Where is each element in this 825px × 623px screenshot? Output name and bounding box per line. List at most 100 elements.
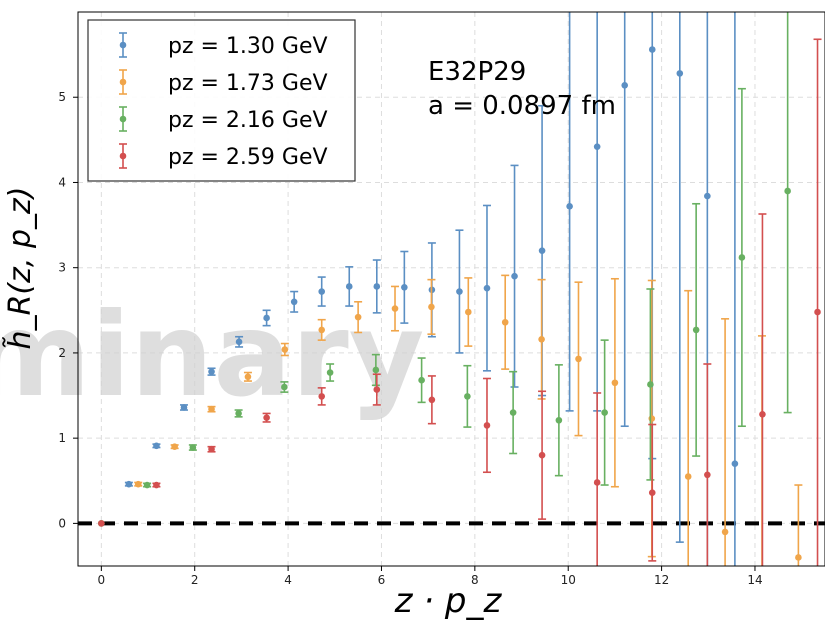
legend: pz = 1.30 GeV pz = 1.73 GeV pz = 2.16 GeV p… xyxy=(87,19,356,182)
data-point xyxy=(464,393,471,400)
legend-box xyxy=(87,19,356,182)
data-point xyxy=(538,247,546,254)
y-tick-label: 2 xyxy=(58,346,66,360)
data-point xyxy=(373,386,381,393)
data-point xyxy=(326,369,334,376)
x-tick-label: 14 xyxy=(747,573,762,587)
data-point xyxy=(647,381,654,388)
legend-label: pz = 1.30 GeV xyxy=(168,34,328,59)
data-point xyxy=(555,416,563,424)
data-point xyxy=(235,410,242,417)
data-point xyxy=(593,143,601,150)
data-point xyxy=(759,410,766,418)
data-point xyxy=(692,326,700,334)
data-point xyxy=(428,303,435,311)
data-point xyxy=(244,373,252,381)
data-point xyxy=(465,308,472,316)
data-point xyxy=(391,305,399,312)
x-tick-label: 2 xyxy=(191,573,199,587)
y-tick-label: 5 xyxy=(58,90,66,104)
data-point xyxy=(621,81,629,89)
data-point xyxy=(208,368,215,375)
data-point xyxy=(373,283,381,290)
data-point xyxy=(372,366,380,374)
data-point xyxy=(171,443,178,450)
legend-entry-1: pz = 1.30 GeV xyxy=(119,32,328,59)
data-point xyxy=(290,298,298,306)
data-point xyxy=(704,471,711,479)
plot-frame xyxy=(77,11,825,567)
data-point xyxy=(281,383,288,391)
data-point xyxy=(648,489,656,497)
data-point xyxy=(509,409,517,416)
data-point xyxy=(738,254,746,261)
data-point xyxy=(483,422,491,429)
series-2 xyxy=(98,274,803,566)
data-point xyxy=(648,46,656,53)
data-point xyxy=(208,445,215,453)
data-point xyxy=(153,481,160,489)
y-tick-label: 4 xyxy=(58,175,66,189)
data-point xyxy=(684,473,692,480)
x-tick-label: 0 xyxy=(98,573,106,587)
data-point xyxy=(318,288,326,295)
data-point xyxy=(235,338,243,346)
data-point xyxy=(401,283,408,291)
data-point xyxy=(143,481,151,489)
data-point xyxy=(318,393,326,400)
x-tick-label: 4 xyxy=(284,573,292,587)
data-point xyxy=(601,409,608,416)
data-point xyxy=(263,314,270,322)
data-point xyxy=(483,284,491,292)
data-point xyxy=(501,318,509,326)
y-axis-label: h̃_R(z, p_z) xyxy=(3,187,38,350)
y-tick-label: 1 xyxy=(58,431,66,445)
data-point xyxy=(98,520,105,527)
data-point xyxy=(281,346,289,353)
x-tick-label: 12 xyxy=(654,573,669,587)
data-point xyxy=(318,326,326,334)
data-point xyxy=(721,528,729,536)
x-axis-label: z · p_z xyxy=(394,581,503,621)
series-4 xyxy=(98,38,822,566)
data-point xyxy=(418,376,425,384)
data-point xyxy=(566,203,573,210)
legend-label: pz = 1.73 GeV xyxy=(168,71,328,96)
data-point xyxy=(731,460,739,468)
data-point xyxy=(180,404,188,411)
series-layer xyxy=(98,12,822,566)
legend-marker xyxy=(119,41,127,49)
data-point xyxy=(611,379,619,387)
data-point xyxy=(354,313,362,321)
series-3 xyxy=(98,12,792,527)
data-point xyxy=(263,414,270,421)
annotation-lattice-spacing: a = 0.0897 fm xyxy=(428,91,616,121)
data-point xyxy=(648,415,656,422)
legend-marker xyxy=(119,115,127,123)
data-point xyxy=(511,272,518,280)
data-point xyxy=(538,335,545,343)
x-tick-label: 10 xyxy=(561,573,576,587)
data-point xyxy=(593,479,601,486)
data-point xyxy=(208,405,215,413)
legend-entry-2: pz = 1.73 GeV xyxy=(119,69,328,96)
legend-label: pz = 2.16 GeV xyxy=(168,108,328,133)
data-point xyxy=(153,442,160,450)
annotation: E32P29 a = 0.0897 fm xyxy=(428,57,616,121)
watermark-text: minary xyxy=(0,288,424,423)
data-point xyxy=(676,70,684,77)
data-point xyxy=(189,444,197,451)
legend-entry-4: pz = 2.59 GeV xyxy=(119,143,328,170)
x-tick-label: 6 xyxy=(378,573,386,587)
data-point xyxy=(575,355,582,363)
y-tick-label: 0 xyxy=(58,516,66,530)
data-point xyxy=(125,480,133,488)
annotation-ensemble: E32P29 xyxy=(428,57,526,87)
data-point xyxy=(795,554,802,561)
legend-entry-3: pz = 2.16 GeV xyxy=(119,106,328,133)
x-tick-label: 8 xyxy=(471,573,479,587)
data-point xyxy=(428,396,436,404)
legend-marker xyxy=(119,152,127,160)
